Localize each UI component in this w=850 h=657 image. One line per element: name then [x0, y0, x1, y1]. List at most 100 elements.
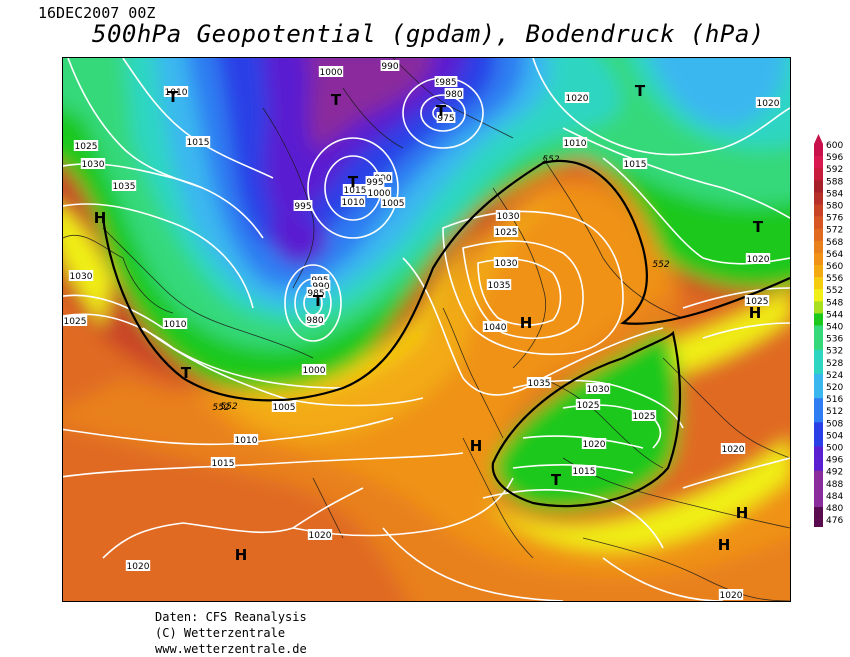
- scale-swatch: [814, 168, 823, 181]
- isobar-label: 1020: [720, 591, 743, 601]
- scale-swatch: [814, 289, 823, 302]
- map-title: 500hPa Geopotential (gpdam), Bodendruck …: [92, 20, 765, 48]
- isobar-label-bg: [564, 92, 590, 103]
- isobar-label: 1015: [624, 160, 647, 170]
- isobar-label: 1005: [382, 199, 405, 209]
- isobar-label: 1015: [573, 467, 596, 477]
- low-pressure-center: T: [168, 88, 179, 106]
- scale-label: 492: [826, 468, 843, 478]
- isobar-label: 1025: [577, 401, 600, 411]
- scale-swatch: [814, 349, 823, 363]
- height-label: 552: [212, 403, 229, 413]
- scale-swatch: [814, 398, 823, 411]
- credits: Daten: CFS Reanalysis (C) Wetterzentrale…: [155, 609, 307, 657]
- scale-label: 508: [826, 419, 843, 429]
- isobar-label-bg: [438, 76, 458, 87]
- isobar-label-bg: [380, 197, 406, 208]
- isobar-label: 1010: [564, 139, 587, 149]
- credits-source: Daten: CFS Reanalysis: [155, 610, 307, 624]
- isobar-label: 1030: [70, 272, 93, 282]
- 552-height-contours: [101, 159, 790, 508]
- isobar-label-bg: [233, 434, 259, 445]
- isobar-label: 990: [381, 62, 398, 72]
- isobar-label: 1010: [165, 88, 188, 98]
- isobar-label-bg: [755, 97, 781, 108]
- height-label: 552: [652, 260, 669, 270]
- isobar-label: 1025: [64, 317, 87, 327]
- isobar-label: 1015: [187, 138, 210, 148]
- isobar-label-bg: [311, 280, 331, 291]
- low-pressure-center: T: [348, 173, 359, 191]
- scale-swatch: [814, 228, 823, 242]
- high-pressure-center: H: [749, 304, 762, 322]
- isobar-label: 1030: [82, 160, 105, 170]
- isobar-label: 1025: [746, 297, 769, 307]
- isobar-label: 1010: [342, 198, 365, 208]
- scale-label: 548: [826, 298, 843, 308]
- isobar-label: 1025: [633, 412, 656, 422]
- isobar-label-bg: [342, 184, 368, 195]
- scale-swatch: [814, 519, 823, 527]
- height-label: 552: [542, 155, 559, 165]
- scale-label: 540: [826, 323, 843, 333]
- isobar-label-bg: [163, 86, 189, 97]
- isobar-label-bg: [493, 257, 519, 268]
- scale-label: 512: [826, 407, 843, 417]
- scale-label: 584: [826, 189, 843, 199]
- isobar-label: 1015: [344, 186, 367, 196]
- isobar-label: 1000: [303, 366, 326, 376]
- scale-label: 564: [826, 250, 843, 260]
- scale-swatch: [814, 313, 823, 326]
- scale-label: 484: [826, 492, 843, 502]
- scale-arrow-top: [814, 134, 823, 144]
- scale-swatch: [814, 410, 823, 423]
- isobar-label-bg: [745, 253, 771, 264]
- scale-swatch: [814, 434, 823, 447]
- scale-swatch: [814, 458, 823, 471]
- scale-swatch: [814, 216, 823, 229]
- scale-swatch: [814, 337, 823, 350]
- scale-label: 520: [826, 383, 843, 393]
- high-pressure-center: H: [520, 314, 533, 332]
- scale-swatch: [814, 265, 823, 278]
- scale-swatch: [814, 144, 823, 157]
- map-date: 16DEC2007 00Z: [38, 4, 156, 22]
- isobar-label-bg: [340, 196, 366, 207]
- scale-swatch: [814, 482, 823, 496]
- isobar-label: 985: [307, 289, 324, 299]
- isobar-label: 1015: [212, 459, 235, 469]
- isobar-label: 1020: [747, 255, 770, 265]
- high-pressure-center: H: [94, 209, 107, 227]
- height-label: 552: [220, 402, 237, 412]
- scale-swatch: [814, 180, 823, 193]
- isobar-label: 1020: [127, 562, 150, 572]
- high-pressure-center: H: [470, 437, 483, 455]
- low-pressure-center: T: [181, 364, 192, 382]
- isobar-label-bg: [526, 377, 552, 388]
- isobar-label-bg: [575, 399, 601, 410]
- isobar-label: 1035: [488, 281, 511, 291]
- scale-label: 560: [826, 262, 843, 272]
- isobar-label: 1005: [273, 403, 296, 413]
- isobar-label: 1000: [320, 68, 343, 78]
- scale-swatch: [814, 422, 823, 435]
- isobar-label-bg: [436, 112, 456, 123]
- credits-website: www.wetterzentrale.de: [155, 642, 307, 656]
- isobar-label-bg: [585, 383, 611, 394]
- scale-swatch: [814, 204, 823, 217]
- isobar-label-bg: [111, 180, 137, 191]
- low-pressure-center: T: [313, 292, 324, 310]
- scale-label: 592: [826, 165, 843, 175]
- scale-label: 476: [826, 516, 843, 526]
- isobar-label-bg: [125, 560, 151, 571]
- scale-label: 536: [826, 335, 843, 345]
- scale-label: 524: [826, 371, 843, 381]
- isobar-label-bg: [631, 410, 657, 421]
- low-pressure-center: T: [551, 471, 562, 489]
- isobar-label: 985: [439, 78, 456, 88]
- isobar-label-bg: [581, 438, 607, 449]
- isobar-label-bg: [571, 465, 597, 476]
- scale-label: 488: [826, 480, 843, 490]
- isobar-label: 1020: [566, 94, 589, 104]
